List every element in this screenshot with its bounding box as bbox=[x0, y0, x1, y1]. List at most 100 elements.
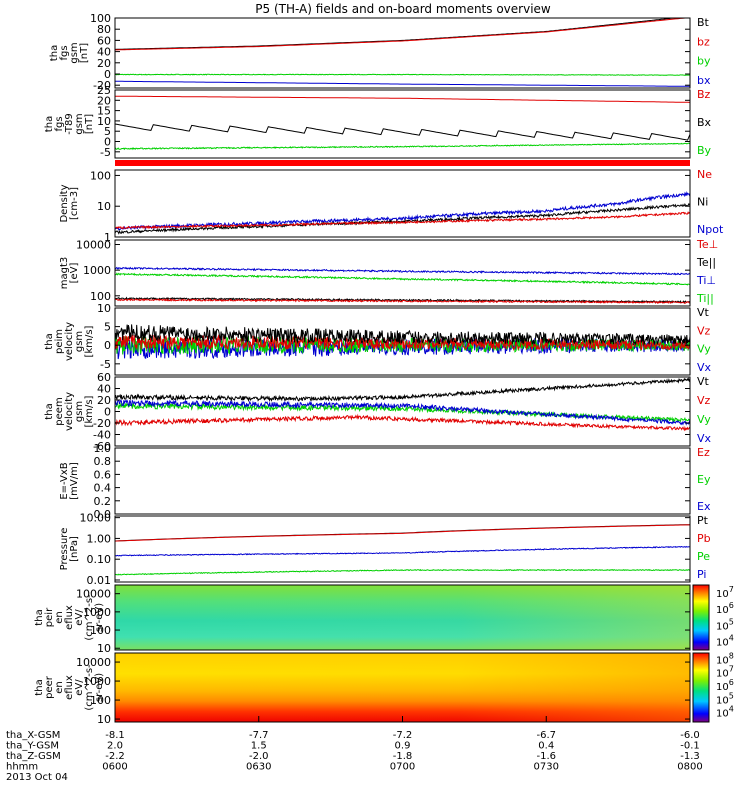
series-line-density-Npot bbox=[114, 191, 691, 231]
legend-entry-efield: Ey bbox=[697, 473, 711, 486]
x-row-value: -0.1 bbox=[680, 741, 700, 752]
x-row-value: 2.0 bbox=[107, 741, 123, 752]
series-line-density-Ne bbox=[114, 211, 691, 230]
y-axis-label-line: Pressure bbox=[59, 528, 70, 571]
legend-entry-peem_velocity: Vx bbox=[697, 432, 712, 445]
series-line-peem_velocity-Vz bbox=[114, 413, 691, 432]
panel-temperature: 10000 1000 100 magt3[eV] Te⊥ Te|| Ti⊥ Ti|| bbox=[59, 238, 718, 307]
x-row-value: 0700 bbox=[390, 762, 415, 773]
panel-peim_velocity: 10 5 0 -5 thapeimvelocitygsm[km/s] Vt Vz Vy Vx bbox=[44, 302, 712, 376]
legend-entry-temperature: Ti|| bbox=[696, 292, 714, 305]
colorbar-tick-label: 106 bbox=[716, 601, 734, 616]
legend-entry-fgs_t89: Bz bbox=[697, 88, 711, 101]
y-axis-label-line: Density bbox=[59, 184, 70, 222]
y-axis-label-line: (cm^2-s- bbox=[84, 594, 95, 641]
series-line-fgs-Bt bbox=[114, 17, 690, 50]
panel-peer_spec: 10810710610510410000100010010thapeerenef… bbox=[34, 651, 734, 726]
y-axis-label-line: [cm-3] bbox=[69, 187, 80, 220]
y-tick-label: 10 bbox=[97, 713, 111, 726]
y-tick-label: 1000 bbox=[83, 675, 111, 688]
x-row-value: -2.2 bbox=[105, 751, 125, 762]
y-tick-label: 15 bbox=[97, 105, 111, 118]
y-tick-label: 1.0 bbox=[94, 442, 112, 455]
legend-entry-density: Ne bbox=[697, 168, 712, 181]
y-axis-label-line: en bbox=[54, 681, 65, 694]
y-tick-label: 10 bbox=[97, 642, 111, 655]
date-label: 2013 Oct 04 bbox=[6, 772, 68, 783]
y-tick-label: 0.2 bbox=[94, 495, 112, 508]
y-axis-label-line: gsm bbox=[69, 42, 80, 63]
series-line-peim_velocity-Vt bbox=[114, 324, 691, 347]
colorbar-peir_spec bbox=[692, 584, 710, 651]
y-tick-label: 100 bbox=[90, 290, 111, 303]
y-tick-label: 0 bbox=[104, 136, 111, 149]
figure-title: P5 (TH-A) fields and on-board moments ov… bbox=[255, 2, 551, 16]
panel-density: 100 10 1 Density[cm-3] Ne Ni Npot bbox=[59, 168, 724, 244]
y-axis-label-line: velocity bbox=[64, 322, 75, 361]
y-axis-label-line: (cm^2-s- bbox=[84, 664, 95, 711]
red-separator-bar bbox=[115, 160, 690, 166]
legend-entry-peem_velocity: Vy bbox=[697, 413, 711, 426]
legend-entry-peim_velocity: Vx bbox=[697, 361, 712, 374]
y-tick-label: 100 bbox=[90, 624, 111, 637]
x-row-value: -7.2 bbox=[393, 730, 413, 741]
x-row-value: 0.9 bbox=[395, 741, 411, 752]
y-axis-label-line: tha bbox=[44, 403, 55, 419]
series-line-pressure-Pb bbox=[114, 524, 690, 542]
y-tick-label: -5 bbox=[100, 358, 111, 371]
legend-entry-efield: Ez bbox=[697, 446, 710, 459]
y-tick-label: 5 bbox=[104, 125, 111, 138]
y-axis-label-peir_spec: thapeirenefluxeV/(cm^2-s-sr-eV) bbox=[34, 594, 105, 641]
y-axis-label-line: [mV/m] bbox=[69, 462, 80, 500]
y-tick-label: 0 bbox=[104, 339, 111, 352]
x-axis-block: tha_X-GSM -8.1 -7.7 -7.2 -6.7 -6.0 tha_Y-GSM 2.… bbox=[6, 716, 703, 783]
panel-frame-pressure bbox=[114, 515, 691, 583]
y-axis-label-line: [nT] bbox=[84, 114, 95, 134]
legend-entry-pressure: Pt bbox=[697, 514, 709, 527]
legend-entry-pressure: Pi bbox=[697, 568, 706, 581]
legend-entry-temperature: Ti⊥ bbox=[696, 274, 716, 287]
y-axis-label-line: tha bbox=[34, 679, 45, 695]
y-tick-label: 60 bbox=[97, 34, 111, 47]
legend-entry-fgs: Bt bbox=[697, 16, 710, 29]
colorbar-tick-label: 104 bbox=[716, 634, 734, 649]
y-axis-label-line: sr-eV) bbox=[94, 673, 105, 702]
y-axis-label-fgs_t89: thafgs-T89gsm[nT] bbox=[44, 113, 95, 135]
y-axis-label-efield: E=-VxB[mV/m] bbox=[59, 462, 80, 500]
legend-entry-pressure: Pe bbox=[697, 550, 710, 563]
y-tick-label: 10000 bbox=[76, 656, 111, 669]
y-axis-label-line: -T89 bbox=[64, 113, 75, 135]
legend-entry-efield: Ex bbox=[697, 500, 711, 513]
legend-entry-temperature: Te|| bbox=[696, 256, 716, 269]
y-axis-label-line: eflux bbox=[64, 675, 75, 700]
y-tick-label: 0.6 bbox=[94, 468, 112, 481]
y-tick-label: -20 bbox=[93, 417, 111, 430]
y-axis-label-line: [km/s] bbox=[84, 395, 95, 427]
series-line-fgs_t89-Bz bbox=[115, 95, 691, 103]
y-axis-label-fgs: thafgsgsm[nT] bbox=[49, 42, 90, 63]
legend-entry-fgs_t89: Bx bbox=[697, 116, 712, 129]
y-tick-label: -40 bbox=[93, 429, 111, 442]
y-tick-label: 100 bbox=[90, 12, 111, 25]
x-row-label: tha_Y-GSM bbox=[6, 741, 59, 752]
x-row-value: -6.0 bbox=[680, 730, 700, 741]
panel-efield: 1.00.80.60.40.20.0 E=-VxB[mV/m] Ez Ey Ex bbox=[59, 442, 711, 521]
series-line-peem_velocity-Vt bbox=[114, 377, 691, 403]
y-axis-label-line: en bbox=[54, 611, 65, 624]
y-axis-label-line: gsm bbox=[74, 331, 85, 352]
y-tick-label: 20 bbox=[97, 57, 111, 70]
y-axis-label-peer_spec: thapeerenefluxeV/(cm^2-s-sr-eV) bbox=[34, 664, 105, 711]
legend-entry-peim_velocity: Vt bbox=[697, 306, 710, 319]
series-line-temperature-Ti|| bbox=[114, 272, 691, 286]
y-axis-label-line: velocity bbox=[64, 392, 75, 431]
panel-frame-density bbox=[114, 169, 691, 238]
y-tick-label: 10 bbox=[97, 200, 111, 213]
series-line-peim_velocity-Vz bbox=[114, 333, 691, 351]
legend-entry-peem_velocity: Vt bbox=[697, 375, 710, 388]
y-axis-label-line: E=-VxB bbox=[59, 462, 70, 499]
y-axis-label-line: eV/ bbox=[74, 609, 85, 626]
y-axis-label-line: magt3 bbox=[59, 257, 70, 290]
